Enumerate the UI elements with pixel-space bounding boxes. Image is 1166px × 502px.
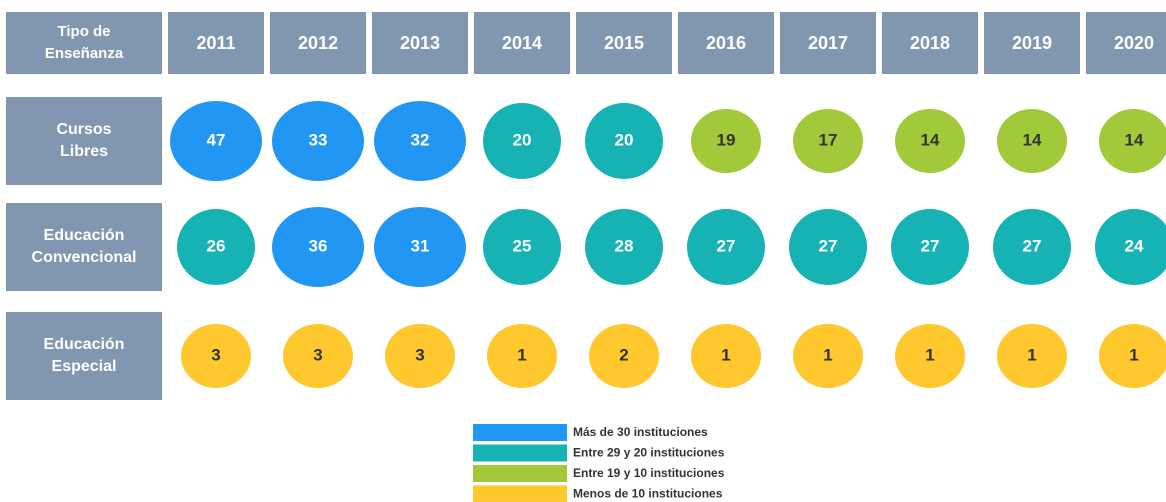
bubble bbox=[181, 324, 251, 388]
bubble-value: 25 bbox=[513, 236, 532, 255]
header-cell bbox=[882, 12, 978, 74]
bubble bbox=[272, 207, 364, 287]
header-cell bbox=[474, 12, 570, 74]
cell-label: Cursos Libres bbox=[56, 121, 111, 160]
legend-swatch bbox=[473, 444, 567, 462]
bubble bbox=[374, 207, 466, 287]
cell-label: Educación Convencional bbox=[32, 227, 137, 266]
header-cell bbox=[780, 12, 876, 74]
bubble bbox=[283, 324, 353, 388]
bubble-value: 17 bbox=[819, 130, 838, 149]
bubble bbox=[789, 209, 867, 285]
bubble bbox=[1099, 109, 1166, 173]
year-label: 2014 bbox=[502, 33, 542, 53]
bubble bbox=[687, 209, 765, 285]
year-label: 2013 bbox=[400, 33, 440, 53]
header-cell bbox=[270, 12, 366, 74]
bubble-value: 32 bbox=[411, 130, 430, 149]
bubble bbox=[997, 324, 1067, 388]
bubble-value: 14 bbox=[921, 130, 940, 149]
bubble-value: 1 bbox=[517, 345, 526, 364]
bubble bbox=[1099, 324, 1166, 388]
bubble bbox=[585, 209, 663, 285]
bubble bbox=[385, 324, 455, 388]
legend-label: Entre 29 y 20 instituciones bbox=[573, 446, 725, 460]
bubble-value: 14 bbox=[1023, 130, 1042, 149]
bubble-value: 26 bbox=[207, 236, 226, 255]
bubble bbox=[793, 109, 863, 173]
bubble bbox=[272, 101, 364, 181]
cell-label: Educación Especial bbox=[44, 336, 125, 375]
row-label-cell bbox=[6, 97, 162, 185]
bubble-value: 14 bbox=[1125, 130, 1144, 149]
year-label: 2019 bbox=[1012, 33, 1052, 53]
bubble bbox=[585, 103, 663, 179]
year-label: 2020 bbox=[1114, 33, 1154, 53]
legend-swatch bbox=[473, 485, 567, 502]
bubble bbox=[691, 109, 761, 173]
bubble bbox=[589, 324, 659, 388]
bubble bbox=[177, 209, 255, 285]
bubble-value: 27 bbox=[717, 236, 736, 255]
bubble bbox=[170, 101, 262, 181]
bubble-value: 36 bbox=[309, 236, 328, 255]
header-cell bbox=[678, 12, 774, 74]
bubble bbox=[483, 103, 561, 179]
header-cell bbox=[6, 12, 162, 74]
bubble-value: 3 bbox=[313, 345, 322, 364]
bubble bbox=[895, 109, 965, 173]
year-label: 2011 bbox=[196, 33, 235, 53]
header-cell bbox=[576, 12, 672, 74]
bubble-value: 20 bbox=[513, 130, 532, 149]
legend-swatch bbox=[473, 465, 567, 482]
legend-label: Menos de 10 instituciones bbox=[573, 487, 723, 501]
row-label-cell bbox=[6, 203, 162, 291]
bubble bbox=[1095, 209, 1166, 285]
year-label: 2015 bbox=[604, 33, 644, 53]
bubble-value: 31 bbox=[411, 236, 430, 255]
bubble-value: 2 bbox=[619, 345, 628, 364]
bubble-value: 1 bbox=[721, 345, 730, 364]
year-label: 2012 bbox=[298, 33, 338, 53]
legend-swatch bbox=[473, 424, 567, 441]
bubble-value: 1 bbox=[925, 345, 934, 364]
bubble-value: 27 bbox=[819, 236, 838, 255]
bubble-value: 20 bbox=[615, 130, 634, 149]
bubble-value: 1 bbox=[823, 345, 832, 364]
bubble bbox=[691, 324, 761, 388]
year-label: 2017 bbox=[808, 33, 848, 53]
bubble bbox=[487, 324, 557, 388]
header-cell bbox=[1086, 12, 1166, 74]
bubble bbox=[793, 324, 863, 388]
bubble-value: 1 bbox=[1027, 345, 1036, 364]
legend-label: Más de 30 instituciones bbox=[573, 425, 708, 439]
bubble-value: 3 bbox=[415, 345, 424, 364]
cell-label: Tipo de Enseñanza bbox=[45, 23, 124, 62]
header-cell bbox=[372, 12, 468, 74]
year-label: 2018 bbox=[910, 33, 950, 53]
year-label: 2016 bbox=[706, 33, 746, 53]
bubble bbox=[374, 101, 466, 181]
legend-label: Entre 19 y 10 instituciones bbox=[573, 466, 725, 480]
bubble bbox=[997, 109, 1067, 173]
header-cell bbox=[984, 12, 1080, 74]
row-label-cell bbox=[6, 312, 162, 400]
bubble-value: 27 bbox=[1023, 236, 1042, 255]
bubble-value: 3 bbox=[211, 345, 220, 364]
bubble-value: 24 bbox=[1125, 236, 1144, 255]
bubble-value: 28 bbox=[615, 236, 634, 255]
bubble-value: 33 bbox=[309, 130, 328, 149]
bubble bbox=[993, 209, 1071, 285]
bubble-value: 47 bbox=[207, 130, 226, 149]
bubble-value: 27 bbox=[921, 236, 940, 255]
header-cell bbox=[168, 12, 264, 74]
bubble bbox=[895, 324, 965, 388]
bubble-value: 1 bbox=[1129, 345, 1138, 364]
bubble bbox=[483, 209, 561, 285]
bubble-value: 19 bbox=[717, 130, 736, 149]
bubble bbox=[891, 209, 969, 285]
